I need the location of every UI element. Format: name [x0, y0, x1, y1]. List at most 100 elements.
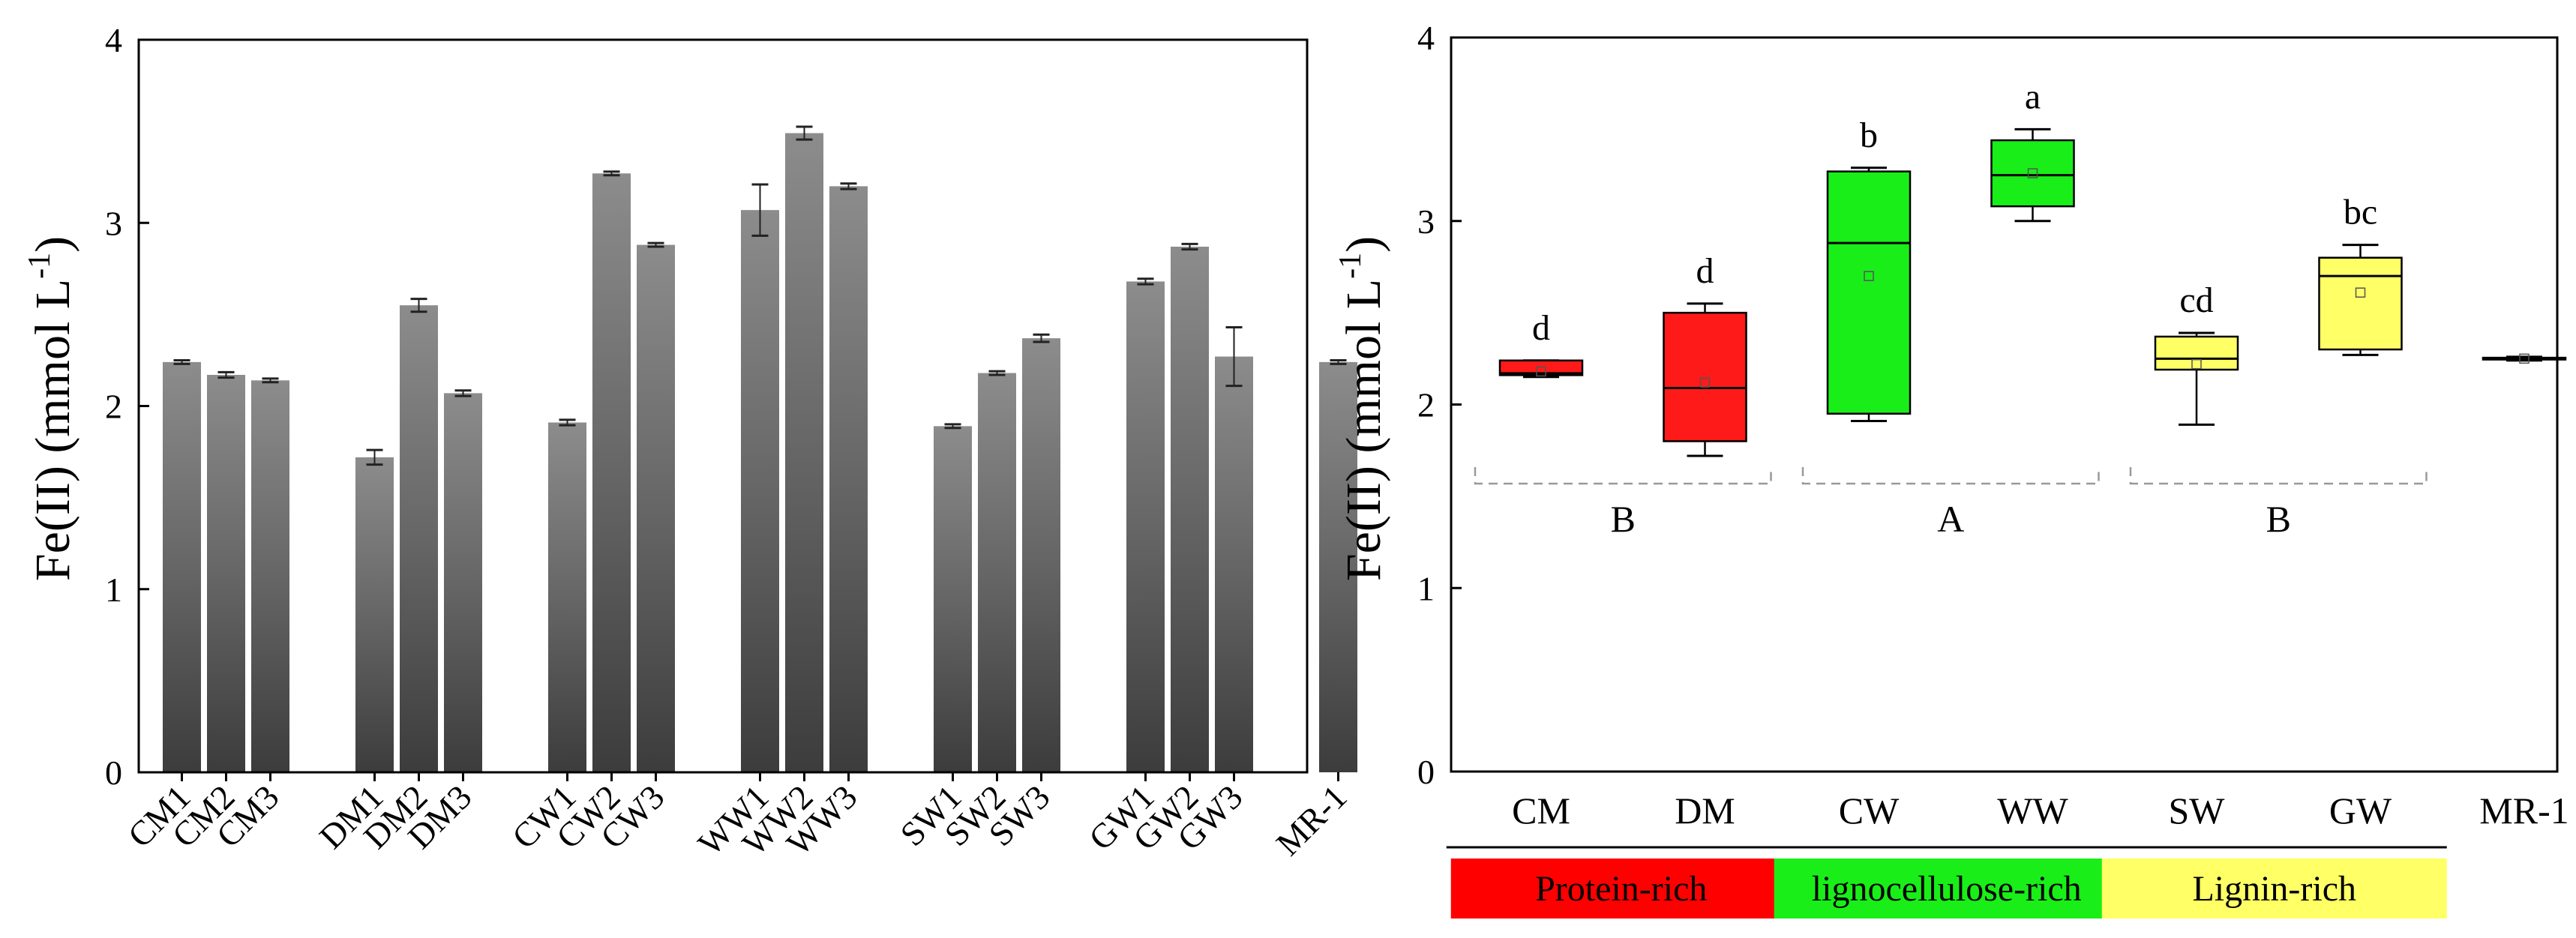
bracket-line	[2129, 467, 2428, 485]
y-tick-label: 4	[105, 21, 122, 59]
bar-sw2	[978, 373, 1016, 772]
interquartile-box	[1826, 170, 1912, 415]
bar-cw2	[592, 173, 631, 773]
y-axis-label-superscript: -1	[22, 253, 57, 279]
bar-cm3	[251, 380, 289, 772]
category-label-cm: CM	[1512, 790, 1570, 832]
bracket-line	[1801, 467, 2100, 485]
group-bracket-cw-ww: A	[1801, 467, 2100, 540]
band-lignocellulose-rich: lignocellulose-rich	[1774, 859, 2119, 919]
y-tick-label: 4	[1417, 19, 1435, 57]
category-label-cw: CW	[1839, 790, 1900, 832]
bar-cm1	[163, 361, 201, 772]
bar-series	[163, 133, 1357, 773]
y-axis-ticks: 0 1 2 3 4	[1417, 19, 1462, 791]
x-axis-ticks: CM DM CW WW SW GW MR-1	[1512, 790, 2569, 832]
y-tick-label: 1	[105, 571, 122, 609]
y-axis-label-close: )	[1336, 236, 1391, 253]
mean-marker	[2027, 168, 2038, 178]
box-mr-1	[2482, 353, 2567, 364]
interquartile-box	[2318, 256, 2403, 351]
category-label-mr-1: MR-1	[2479, 790, 2569, 832]
band-lignin-rich: Lignin-rich	[2101, 859, 2447, 919]
y-tick-label: 1	[1417, 569, 1435, 607]
bracket-line	[1474, 467, 1772, 485]
group-letter: A	[1937, 498, 1964, 540]
bar-dm2	[400, 305, 438, 773]
bar-gw2	[1171, 247, 1209, 772]
mean-marker	[2355, 287, 2366, 298]
significance-letter: cd	[2179, 280, 2213, 320]
box-series: d d b a cd bc	[1498, 76, 2567, 457]
y-tick-label: 3	[105, 204, 122, 242]
group-bracket-sw-gw: B	[2129, 467, 2428, 540]
category-label-ww: WW	[1997, 790, 2068, 832]
box-plot-panel: B A B d d b a cd bc 0 1 2 3 4 CM DM CW WW SW GW MR-1 Prot…	[1333, 19, 2569, 919]
category-label-gw: GW	[2329, 790, 2392, 832]
band-label: Lignin-rich	[2192, 869, 2356, 909]
band-label: lignocellulose-rich	[1812, 869, 2082, 909]
bar-mr-1	[1319, 361, 1357, 772]
bar-ww2	[785, 133, 823, 772]
y-axis-ticks: 0 1 2 3 4	[105, 21, 149, 792]
bar-dm1	[355, 457, 394, 772]
y-axis-label-superscript: -1	[1333, 253, 1368, 279]
group-letter: B	[2266, 498, 2291, 540]
bar-cw1	[548, 422, 586, 772]
y-tick-label: 2	[105, 388, 122, 426]
category-label-sw: SW	[2169, 790, 2226, 832]
group-bracket-cm-dm: B	[1474, 467, 1772, 540]
significance-letter: d	[1532, 308, 1550, 348]
interquartile-box	[2154, 335, 2239, 371]
bar-gw1	[1126, 281, 1165, 772]
box-cm: d	[1498, 308, 1584, 379]
y-axis-label-close: )	[25, 236, 80, 253]
significance-letter: a	[2025, 76, 2041, 116]
box-dm: d	[1663, 251, 1747, 457]
y-tick-label: 0	[1417, 753, 1435, 791]
group-letter: B	[1611, 498, 1636, 540]
interquartile-box	[1498, 359, 1584, 376]
y-tick-label: 3	[1417, 202, 1435, 241]
significance-letter: d	[1696, 251, 1714, 291]
mean-marker	[1536, 366, 1546, 377]
band-label: Protein-rich	[1535, 869, 1707, 909]
band-fill	[2101, 859, 2447, 919]
bar-cw3	[637, 244, 675, 772]
box-ww: a	[1990, 76, 2075, 223]
error-bars	[173, 125, 1347, 466]
bar-sw1	[934, 426, 972, 772]
mean-marker	[2519, 353, 2530, 364]
bar-sw3	[1022, 338, 1060, 772]
y-axis-label-main: Fe(II) (mmol L	[1336, 279, 1391, 581]
interquartile-box	[1990, 139, 2075, 208]
bar-cm2	[207, 374, 245, 772]
mean-marker	[2191, 358, 2202, 370]
bar-dm3	[444, 393, 482, 772]
bar-gw3	[1215, 356, 1253, 772]
significance-letter: b	[1860, 115, 1878, 155]
bar-ww1	[741, 210, 779, 773]
bar-ww3	[829, 186, 868, 772]
box-gw: bc	[2318, 193, 2403, 356]
y-tick-label: 0	[105, 754, 122, 792]
interquartile-box	[1663, 311, 1747, 442]
significance-letter: bc	[2344, 193, 2377, 232]
mean-marker	[1864, 271, 1874, 281]
x-tick-label: MR-1	[1269, 778, 1354, 863]
y-axis-label-main: Fe(II) (mmol L	[25, 279, 80, 581]
mean-marker	[1699, 377, 1711, 388]
category-bands: Protein-rich lignocellulose-rich Lignin-ri…	[1446, 846, 2447, 919]
bar-chart-y-axis-label: Fe(II) (mmol L-1)	[22, 236, 80, 581]
y-tick-label: 2	[1417, 386, 1435, 424]
band-fill	[1774, 859, 2119, 919]
band-fill	[1450, 859, 1792, 919]
box-cw: b	[1826, 115, 1912, 423]
category-label-dm: DM	[1675, 790, 1735, 832]
band-protein-rich: Protein-rich	[1450, 859, 1792, 919]
box-plot-y-axis-label: Fe(II) (mmol L-1)	[1333, 236, 1391, 581]
